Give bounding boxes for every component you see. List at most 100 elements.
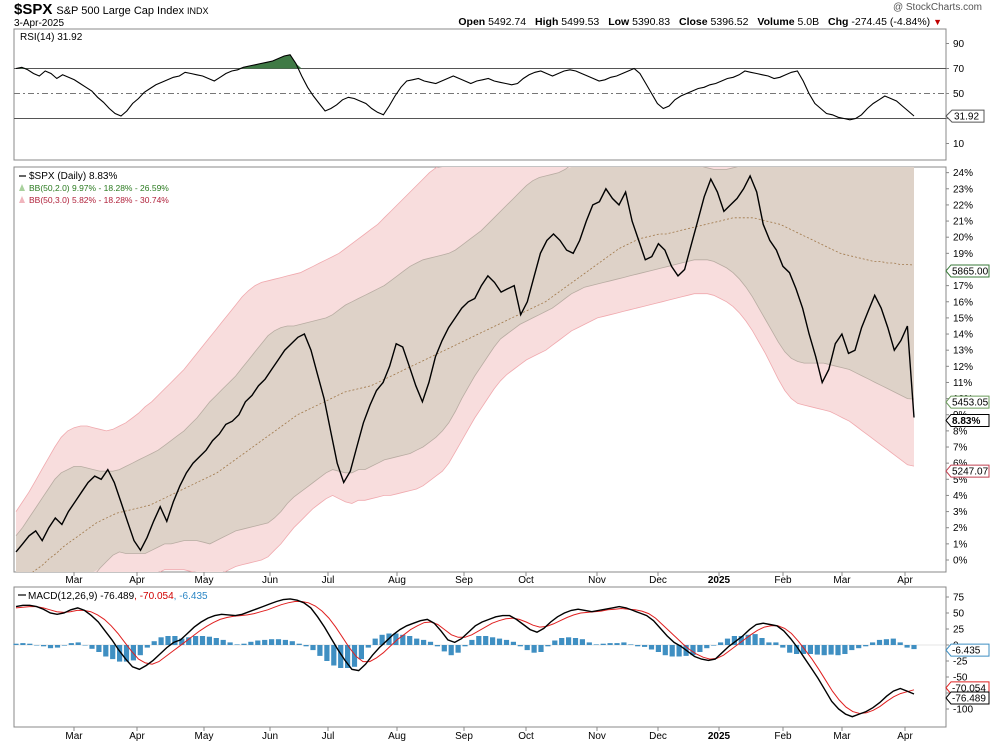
macd-month-label: Apr	[129, 731, 145, 742]
macd-histogram-bar	[697, 645, 703, 652]
macd-month-label: Mar	[833, 731, 851, 742]
price-tick-label: 21%	[953, 217, 973, 228]
rsi-tick-label: 90	[953, 39, 965, 50]
macd-histogram-bar	[103, 645, 109, 657]
macd-histogram-bar	[75, 642, 81, 645]
macd-histogram-bar	[186, 637, 192, 645]
macd-histogram-bar	[607, 643, 613, 645]
macd-histogram-bar	[711, 645, 717, 646]
price-tick-label: 4%	[953, 491, 968, 502]
macd-histogram-bar	[538, 645, 544, 652]
macd-tick-label: -100	[953, 705, 973, 716]
macd-histogram-bar	[524, 645, 530, 651]
down-triangle-icon: ▼	[933, 17, 942, 27]
macd-histogram-bar	[331, 645, 337, 666]
close-value: 5396.52	[710, 16, 749, 28]
macd-month-label: May	[195, 731, 214, 742]
macd-histogram-bar	[704, 645, 710, 649]
price-month-label: May	[195, 575, 214, 586]
macd-histogram-bar	[842, 645, 848, 654]
macd-month-label: Jul	[322, 731, 335, 742]
macd-histogram-bar	[289, 641, 295, 645]
spx-last-value-label: 8.83%	[952, 416, 980, 427]
price-tick-label: 5%	[953, 475, 968, 486]
macd-legend-part: , -70.054	[134, 591, 174, 602]
price-tick-label: 13%	[953, 346, 973, 357]
macd-value-label: -76.489	[952, 693, 986, 704]
spx-legend: $SPX (Daily) 8.83%	[29, 171, 117, 182]
macd-histogram-bar	[517, 645, 523, 647]
macd-tick-label: 50	[953, 609, 965, 620]
macd-histogram-bar	[469, 639, 475, 645]
macd-signal-line	[15, 601, 915, 715]
macd-histogram-bar	[324, 645, 330, 661]
rsi-overbought-fill	[16, 54, 302, 69]
spx-price-line	[15, 174, 915, 553]
macd-histogram-bar	[54, 645, 61, 648]
price-month-label: Nov	[588, 575, 606, 586]
macd-histogram-bar	[20, 643, 26, 645]
macd-histogram-bar	[351, 645, 358, 667]
macd-value-box	[945, 643, 990, 657]
macd-histogram-bar	[648, 645, 655, 650]
macd-histogram-bar	[496, 638, 503, 645]
macd-histogram-bar	[572, 638, 579, 645]
price-tick-label: 0%	[953, 556, 968, 567]
macd-histogram-bar	[579, 639, 585, 645]
macd-histogram-bar	[34, 645, 40, 646]
macd-histogram-bar	[282, 639, 288, 645]
macd-line	[15, 598, 915, 718]
bb-middle-line	[32, 217, 915, 572]
macd-histogram-bar	[870, 642, 876, 645]
macd-histogram-bar	[41, 645, 47, 647]
macd-histogram-bar	[421, 639, 427, 645]
macd-histogram-bar	[441, 645, 447, 652]
bb3-lower-line	[159, 293, 915, 572]
macd-month-label: Apr	[897, 731, 913, 742]
macd-histogram-bar	[566, 637, 572, 645]
macd-histogram-bar	[241, 643, 247, 645]
rsi-panel-frame	[13, 28, 947, 161]
macd-tick-label: -50	[953, 673, 968, 684]
macd-histogram-bar	[642, 645, 648, 647]
macd-histogram-bar	[628, 644, 634, 645]
macd-month-label: Feb	[774, 731, 792, 742]
price-tick-label: 1%	[953, 539, 968, 550]
macd-month-label: Sep	[455, 731, 473, 742]
macd-histogram-bar	[317, 645, 323, 656]
price-plot-group	[15, 167, 915, 572]
price-tick-label: 24%	[953, 168, 973, 179]
macd-histogram-bar	[476, 636, 482, 645]
price-tick-label: 16%	[953, 297, 973, 308]
macd-histogram-bar	[490, 637, 496, 645]
macd-panel-frame	[13, 586, 947, 728]
price-tick-label: 11%	[953, 378, 972, 389]
high-value: 5499.53	[561, 16, 600, 28]
symbol-description: S&P 500 Large Cap Index	[56, 5, 184, 17]
macd-histogram-bar	[27, 643, 33, 645]
macd-histogram-bar	[718, 642, 724, 645]
macd-histogram-bar	[462, 645, 468, 647]
volume-value: 5.0B	[797, 16, 820, 28]
macd-histogram-bar	[545, 645, 551, 647]
macd-histogram-bar	[835, 645, 841, 656]
price-month-label: Jun	[262, 575, 278, 586]
macd-histogram-bar	[407, 636, 413, 645]
macd-histogram-bar	[856, 645, 862, 649]
macd-histogram-bar	[897, 642, 903, 645]
bb3-lower-value-label: 5247.07	[952, 467, 989, 478]
open-label: Open	[458, 16, 486, 28]
macd-histogram-bar	[414, 638, 420, 645]
macd-histogram-bar	[427, 641, 434, 645]
price-tick-label: 14%	[953, 330, 973, 341]
macd-histogram-bar	[828, 645, 834, 655]
macd-histogram-bar	[911, 645, 917, 650]
rsi-legend: RSI(14) 31.92	[20, 32, 83, 43]
macd-histogram-bar	[455, 645, 461, 653]
open-value: 5492.74	[488, 16, 527, 28]
price-tick-label: 19%	[953, 249, 973, 260]
high-label: High	[535, 16, 559, 28]
bb3-upper-line	[15, 167, 438, 512]
macd-histogram-bar	[635, 645, 641, 647]
